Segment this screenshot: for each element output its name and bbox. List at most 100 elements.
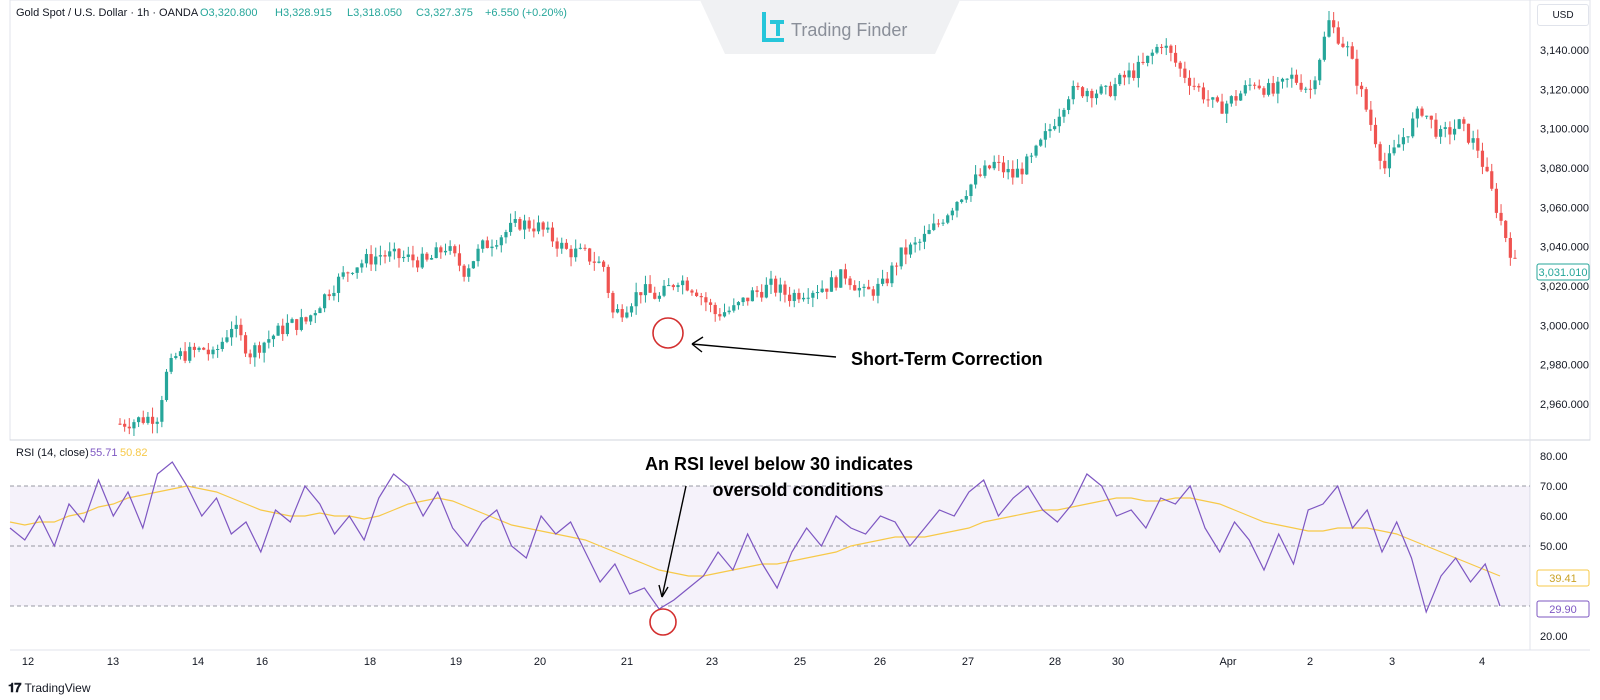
candle-body [522, 220, 527, 230]
candle-body [323, 294, 327, 309]
candle-body [295, 319, 299, 330]
rsi-current-value: 55.71 [90, 447, 118, 459]
candle-body [1029, 155, 1033, 157]
candle-body [448, 246, 452, 251]
candle-body [695, 292, 699, 297]
candle-body [485, 240, 489, 249]
price-tick-label: 3,140.000 [1540, 45, 1589, 57]
candle-body [1178, 62, 1182, 69]
tradingview-logo-icon: 𝟏𝟕 [8, 680, 22, 695]
candle-body [1039, 139, 1043, 146]
candle-body [1164, 45, 1168, 48]
time-tick-label: Apr [1219, 656, 1236, 668]
candle-body [1318, 59, 1322, 81]
candle-body [941, 222, 945, 224]
candle-body [1187, 77, 1192, 86]
candle-body [592, 261, 596, 263]
candle-body [1183, 68, 1187, 78]
candle-body [987, 165, 992, 169]
candle-body [946, 215, 950, 223]
candle-body [625, 312, 629, 318]
candle-body [1169, 45, 1173, 53]
candle-body [141, 417, 145, 423]
time-tick-label: 18 [364, 656, 376, 668]
candle-body [532, 228, 536, 232]
candle-body [457, 253, 462, 266]
candle-body [253, 345, 257, 358]
candle-body [360, 263, 364, 268]
candle-body [1476, 138, 1480, 151]
candle-body [1160, 46, 1164, 48]
candle-body [476, 248, 480, 262]
candle-body [1383, 160, 1387, 169]
candle-body [857, 287, 861, 291]
candle-body [383, 255, 387, 257]
candle-body [978, 174, 982, 176]
candle-body [722, 312, 727, 317]
candle-body [736, 302, 741, 306]
candle-body [411, 254, 415, 261]
candle-body [606, 266, 610, 293]
candle-body [1239, 93, 1243, 101]
candle-body [960, 199, 964, 202]
candle-body [1462, 119, 1466, 124]
candle-body [1015, 168, 1020, 178]
candle-body [602, 261, 606, 267]
candle-body [1127, 70, 1131, 78]
candle-body [741, 297, 745, 303]
candle-body [1499, 212, 1503, 221]
time-tick-label: 3 [1389, 656, 1395, 668]
candle-body [1099, 86, 1103, 94]
candle-body [983, 165, 987, 176]
candle-body [1108, 85, 1113, 97]
price-tick-label: 3,040.000 [1540, 242, 1589, 254]
time-tick-label: 26 [874, 656, 886, 668]
candle-body [155, 421, 159, 424]
tradingview-footer[interactable]: 𝟏𝟕 TradingView [8, 680, 91, 696]
candle-body [811, 292, 815, 298]
candle-body [1104, 85, 1108, 87]
time-tick-label: 25 [794, 656, 806, 668]
last-price-tag: 3,031.010 [1536, 263, 1590, 281]
candle-body [443, 250, 448, 253]
currency-selector[interactable]: USD [1537, 4, 1589, 26]
candle-body [123, 423, 127, 427]
candle-body [1234, 96, 1238, 101]
candle-body [667, 285, 671, 287]
candle-body [1322, 36, 1326, 60]
candle-body [332, 292, 336, 297]
rsi-ma-line [9, 485, 1501, 577]
candle-body [932, 223, 936, 230]
candle-body [1257, 85, 1261, 89]
candle-body [829, 277, 834, 292]
watermark-text: Trading Finder [791, 20, 907, 40]
candle-body [843, 269, 847, 279]
candle-body [1146, 55, 1150, 63]
candle-body [894, 265, 899, 267]
rsi-tag-box [1536, 600, 1590, 618]
symbol-legend[interactable]: Gold Spot / U.S. Dollar · 1h · OANDA O3,… [16, 7, 567, 19]
candle-body [1229, 96, 1233, 104]
candle-body [276, 325, 280, 336]
candle-body [997, 161, 1001, 163]
candle-body [862, 286, 866, 288]
candle-body [839, 269, 843, 288]
candle-body [290, 319, 294, 323]
candle-body [643, 284, 648, 296]
candle-body [178, 351, 183, 357]
candle-body [420, 253, 424, 268]
candle-body [1373, 124, 1378, 145]
candle-body [1397, 144, 1401, 148]
candle-body [1118, 74, 1122, 85]
last-price-label: 3,031.010 [1539, 267, 1588, 279]
candle-body [355, 267, 359, 273]
candle-body [778, 284, 782, 293]
candle-body [1090, 90, 1094, 99]
rsi-legend[interactable]: RSI (14, close) 55.71 50.82 [16, 447, 148, 459]
candle-body [425, 253, 429, 260]
rsi-title: RSI (14, close) [16, 447, 89, 459]
candle-body [969, 184, 973, 197]
candle-body [183, 351, 187, 361]
candle-body [922, 233, 927, 242]
